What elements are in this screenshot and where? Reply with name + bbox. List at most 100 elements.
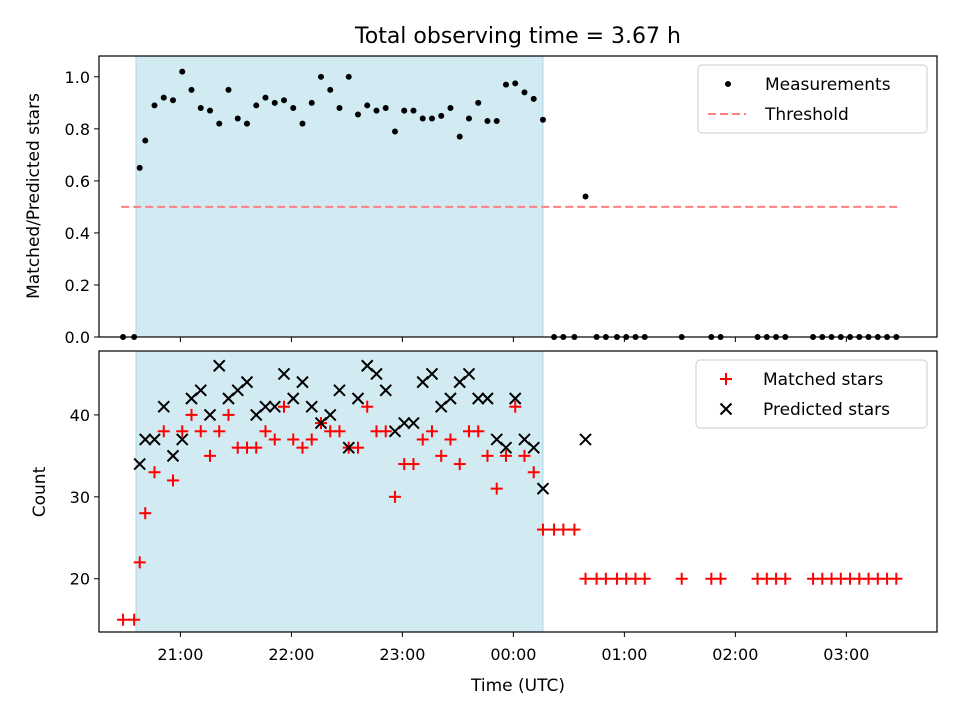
measurement-point [299, 120, 306, 127]
predicted-star-point [148, 433, 161, 446]
measurement-point [142, 137, 149, 144]
y-tick-label: 0.8 [65, 120, 90, 139]
measurement-point [206, 107, 213, 114]
matched-star-point [148, 466, 161, 479]
matched-star-point [779, 572, 792, 585]
measurement-point [530, 95, 537, 102]
measurement-point [582, 193, 589, 200]
matched-star-point [268, 433, 281, 446]
predicted-star-point [213, 359, 226, 372]
matched-star-point [527, 466, 540, 479]
predicted-star-point [370, 367, 383, 381]
x-tick-label: 01:00 [601, 645, 647, 664]
predicted-star-point [176, 433, 189, 446]
predicted-star-point [398, 416, 411, 430]
x-tick-label: 02:00 [712, 645, 758, 664]
predicted-star-point [509, 392, 522, 405]
measurement-point [382, 105, 389, 112]
bot-axes-frame [98, 350, 938, 633]
matched-star-point [518, 449, 531, 462]
predicted-star-point [287, 392, 300, 405]
measurement-point [253, 102, 260, 109]
predicted-star-point [472, 392, 485, 405]
matched-star-point [361, 400, 374, 413]
matched-star-point [568, 523, 581, 536]
matched-star-point [259, 425, 272, 438]
top-legend [697, 64, 928, 134]
measurement-point [354, 111, 361, 118]
measurement-point [539, 116, 546, 123]
measurement-point [493, 118, 500, 125]
predicted-star-point [194, 384, 207, 397]
predicted-star-point [425, 367, 439, 381]
predicted-star-point [157, 400, 170, 413]
measurement-point [465, 115, 472, 122]
y-tick-label: 1.0 [65, 68, 90, 87]
x-axis-label: Time (UTC) [470, 676, 565, 696]
predicted-star-point [579, 433, 592, 446]
matched-star-point [139, 507, 152, 520]
predicted-star-point [139, 433, 152, 446]
predicted-star-point [305, 400, 318, 413]
matched-star-point [425, 425, 438, 438]
matched-star-point [166, 474, 179, 487]
measurement-point [475, 99, 482, 106]
matched-star-point [379, 425, 392, 438]
measurement-point [169, 97, 176, 104]
matched-star-point [536, 523, 549, 536]
predicted-star-point [133, 457, 146, 471]
measurement-point [262, 94, 269, 101]
measurement-point [136, 164, 143, 171]
matched-star-point [599, 572, 612, 585]
measurement-point [345, 73, 352, 80]
measurement-point [160, 94, 167, 101]
matched-star-point [714, 572, 727, 585]
measurement-point [521, 89, 528, 96]
matched-star-point [444, 433, 457, 446]
matched-star-point [194, 425, 207, 438]
measurement-point [447, 105, 454, 112]
predicted-star-point [324, 408, 337, 422]
measurement-point [151, 102, 158, 109]
measurement-point [317, 73, 324, 80]
legend-predicted-swatch [719, 402, 733, 416]
measurement-point [280, 97, 287, 104]
measurement-point [364, 102, 371, 109]
matched-star-point [287, 433, 300, 446]
x-tick-label: 22:00 [268, 645, 314, 664]
measurement-point [243, 120, 250, 127]
predicted-star-point [342, 441, 355, 454]
matched-star-point [157, 425, 170, 438]
measurement-point [484, 118, 491, 125]
y-tick-label: 20 [70, 570, 90, 589]
legend-label: Predicted stars [763, 400, 890, 420]
matched-star-point [481, 449, 494, 462]
matched-star-point [176, 425, 189, 438]
y-tick-label: 0.2 [65, 276, 90, 295]
measurement-point [512, 80, 519, 87]
matched-star-point [222, 408, 235, 421]
measurement-point [401, 107, 408, 114]
legend-label: Matched stars [763, 370, 883, 390]
figure-title: Total observing time = 3.67 h [354, 24, 681, 49]
matched-star-point [277, 400, 290, 413]
legend-matched-swatch [720, 373, 732, 385]
legend-label: Measurements [765, 75, 891, 95]
predicted-star-point [277, 367, 291, 381]
measurement-point [234, 115, 241, 122]
top-observing-window [135, 56, 543, 337]
matched-star-point [203, 449, 216, 462]
matched-star-point [509, 400, 522, 413]
top-axes-frame [98, 55, 938, 338]
predicted-star-point [240, 375, 254, 389]
matched-star-point [499, 449, 512, 462]
measurement-point [391, 128, 398, 135]
predicted-star-point [268, 400, 281, 413]
y-tick-label: 30 [70, 488, 90, 507]
predicted-star-point [499, 441, 513, 454]
measurement-point [336, 105, 343, 112]
matched-star-point [117, 613, 130, 626]
predicted-star-point [407, 416, 420, 430]
predicted-star-point [379, 384, 392, 397]
